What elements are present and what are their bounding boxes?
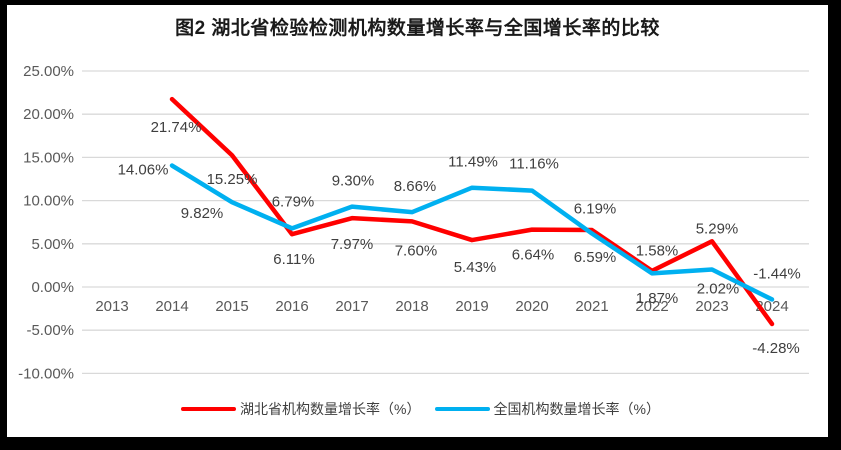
series-line-0 (169, 96, 775, 327)
data-label: 9.82% (181, 205, 224, 222)
data-label: 14.06% (118, 162, 169, 179)
y-axis-tick-label: 10.00% (23, 193, 74, 210)
x-axis-tick-label: 2020 (515, 298, 548, 315)
data-label: 11.49% (448, 154, 498, 171)
chart-title: 图2 湖北省检验检测机构数量增长率与全国增长率的比较 (175, 18, 660, 39)
x-axis-tick-label: 2019 (455, 298, 488, 315)
data-label: 8.66% (394, 178, 437, 195)
data-label: 1.58% (636, 242, 679, 259)
national-series-marker (434, 406, 490, 412)
data-label: 5.43% (454, 259, 497, 276)
y-axis-tick-label: 15.00% (23, 149, 74, 166)
y-axis-tick-label: 25.00% (23, 63, 74, 80)
data-label: 9.30% (332, 173, 375, 190)
series-line-1 (169, 163, 775, 302)
data-label: 6.79% (272, 193, 315, 210)
data-label: 6.11% (273, 251, 314, 268)
data-label: 6.19% (574, 201, 617, 218)
x-axis-tick-label: 2016 (275, 298, 308, 315)
data-label: 11.16% (509, 156, 559, 173)
data-label: 6.64% (512, 247, 555, 264)
y-axis-tick-label: -5.00% (26, 322, 74, 339)
legend-item-hubei: 湖北省机构数量增长率（%） (181, 399, 421, 419)
x-axis-tick-label: 2018 (395, 298, 428, 315)
chart-legend: 湖北省机构数量增长率（%） 全国机构数量增长率（%） (0, 399, 841, 419)
x-axis-tick-label: 2022 (635, 298, 668, 315)
x-axis-tick-label: 2014 (155, 298, 188, 315)
data-label: 5.29% (696, 220, 739, 237)
data-label: 6.59% (574, 249, 617, 266)
data-label: 15.25% (207, 171, 258, 188)
x-axis-tick-label: 2021 (575, 298, 608, 315)
y-axis-tick-label: 0.00% (31, 279, 74, 296)
data-label: 7.97% (331, 236, 374, 253)
y-axis-tick-label: 20.00% (23, 106, 74, 123)
data-label: 7.60% (395, 242, 438, 259)
x-axis-tick-label: 2023 (695, 298, 728, 315)
legend-item-national: 全国机构数量增长率（%） (434, 399, 660, 419)
x-axis-tick-label: 2017 (335, 298, 368, 315)
data-label: 2.02% (697, 281, 740, 298)
y-axis-tick-label: 5.00% (31, 236, 74, 253)
x-axis-tick-label: 2013 (95, 298, 128, 315)
y-axis-tick-label: -10.00% (18, 365, 74, 382)
legend-label-national: 全国机构数量增长率（%） (493, 401, 660, 417)
hubei-series-marker (181, 406, 237, 412)
data-label: -4.28% (752, 340, 800, 357)
data-label: -1.44% (753, 265, 801, 282)
legend-label-hubei: 湖北省机构数量增长率（%） (240, 401, 421, 417)
x-axis-tick-label: 2015 (215, 298, 248, 315)
data-label: 21.74% (151, 119, 202, 136)
data-label: 1.87% (636, 290, 679, 307)
